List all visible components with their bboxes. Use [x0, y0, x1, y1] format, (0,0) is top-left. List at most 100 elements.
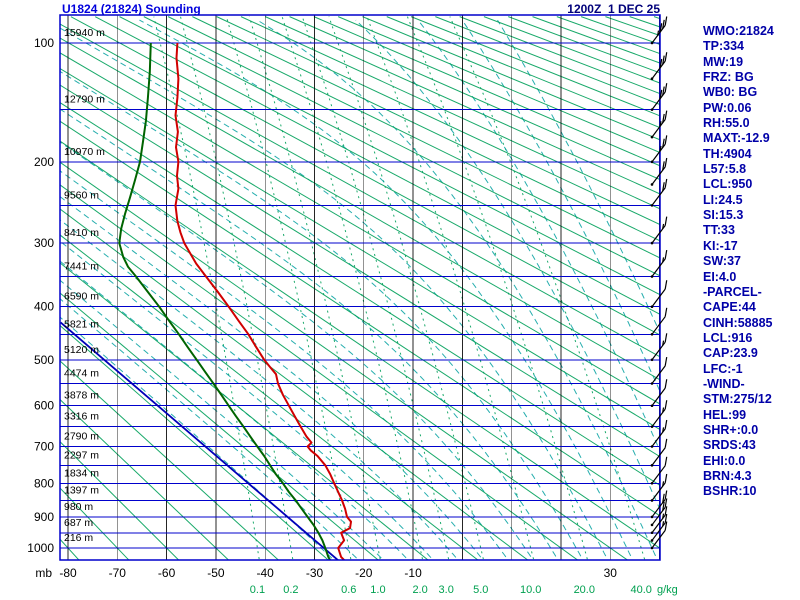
pressure-tick-label: 100 — [34, 36, 54, 50]
panel-line: SW:37 — [703, 254, 741, 269]
plot-area — [60, 15, 660, 560]
height-label: 687 m — [64, 517, 93, 529]
mixing-ratio-tick-label: 20.0 — [574, 584, 595, 596]
pressure-tick-label: 900 — [34, 510, 54, 524]
pressure-tick-label: 1000 — [27, 541, 54, 555]
pressure-tick-label: 400 — [34, 300, 54, 314]
panel-line: STM:275/12 — [703, 392, 772, 407]
temp-tick-label: -50 — [207, 566, 225, 580]
height-label: 2790 m — [64, 431, 99, 443]
temp-tick-label: -60 — [158, 566, 176, 580]
wind-barb-icon — [650, 473, 668, 502]
pressure-tick-label: 500 — [34, 353, 54, 367]
mixing-ratio-lines — [153, 16, 646, 560]
panel-line: TH:4904 — [703, 146, 752, 161]
mixing-ratio-tick-label: 5.0 — [473, 584, 488, 596]
panel-line: EI:4.0 — [703, 269, 737, 284]
panel-line: WB0: BG — [703, 85, 758, 100]
panel-line: KI:-17 — [703, 238, 738, 253]
pressure-tick-label: 600 — [34, 399, 54, 413]
height-label: 2297 m — [64, 449, 99, 461]
panel-line: RH:55.0 — [703, 116, 750, 131]
pressure-tick-label: 800 — [34, 476, 54, 490]
sounding-title: U1824 (21824) Sounding — [62, 2, 201, 16]
wind-barb-icon — [650, 110, 668, 139]
panel-line: FRZ: BG — [703, 70, 754, 85]
panel-line: LI:24.5 — [703, 192, 743, 207]
plot-border — [59, 14, 661, 561]
panel-line: -WIND- — [703, 376, 745, 391]
sounding-datetime: 1200Z 1 DEC 25 — [567, 2, 660, 16]
temperature-curve — [174, 42, 352, 560]
height-label: 5120 m — [64, 344, 99, 356]
height-label: 9560 m — [64, 189, 99, 201]
temp-tick-label: -70 — [109, 566, 127, 580]
panel-line: CAPE:44 — [703, 300, 756, 315]
pressure-axis-labels: 100 200 300 400 500 600 700 800 900 1000 mb — [27, 36, 54, 580]
mixing-ratio-tick-label: 3.0 — [439, 584, 454, 596]
wind-barb-icon — [650, 135, 668, 164]
wind-barb-icon — [650, 356, 668, 385]
wind-barb-icon — [650, 157, 668, 186]
wind-barb-icon — [650, 521, 668, 550]
temp-tick-label: -10 — [404, 566, 422, 580]
panel-line: SI:15.3 — [703, 208, 744, 223]
panel-line: LCL:916 — [703, 330, 753, 345]
height-label: 7441 m — [64, 261, 99, 273]
temp-tick-label: 30 — [604, 566, 618, 580]
mixing-ratio-tick-label: 40.0 — [631, 584, 652, 596]
wind-barb-icon — [650, 16, 668, 45]
panel-line: LFC:-1 — [703, 361, 743, 376]
mixing-ratio-tick-label: 1.0 — [370, 584, 385, 596]
height-label: 216 m — [64, 532, 93, 544]
pressure-tick-label: 700 — [34, 440, 54, 454]
wind-barb-icon — [650, 456, 668, 485]
temp-tick-label: -80 — [59, 566, 77, 580]
isotherm-lines — [67, 15, 660, 560]
height-label: 6590 m — [64, 291, 99, 303]
height-label: 1834 m — [64, 467, 99, 479]
wind-barb-icon — [650, 513, 668, 542]
panel-line: HEL:99 — [703, 407, 747, 422]
dewpoint-curve — [118, 42, 332, 560]
height-labels: 15940 m 12790 m 10970 m 9560 m 8410 m 7441 m 6… — [64, 27, 105, 544]
parcel-trace-line — [60, 321, 340, 560]
panel-line: PW:0.06 — [703, 100, 752, 115]
mixing-ratio-tick-label: 0.1 — [250, 584, 265, 596]
height-label: 15940 m — [64, 27, 105, 39]
wind-barb-icon — [650, 438, 668, 467]
panel-line: TP:334 — [703, 39, 744, 54]
pressure-tick-label: 200 — [34, 155, 54, 169]
panel-line: MAXT:-12.9 — [703, 131, 770, 146]
wind-barb-icon — [650, 216, 668, 245]
height-label: 8410 m — [64, 227, 99, 239]
panel-line: BRN:4.3 — [703, 468, 752, 483]
wind-barb-icon — [650, 280, 668, 309]
mixing-ratio-tick-label: 2.0 — [412, 584, 427, 596]
panel-line: -PARCEL- — [703, 284, 762, 299]
wind-barb-icon — [650, 249, 668, 278]
profiles — [60, 42, 352, 560]
indices-panel: WMO:21824 TP:334 MW:19 FRZ: BG WB0: BG PW:0.0… — [703, 24, 774, 500]
panel-line: SRDS:43 — [703, 438, 756, 453]
panel-line: TT:33 — [703, 223, 735, 238]
wind-barb-icon — [650, 379, 668, 408]
wind-barb-icon — [650, 419, 668, 448]
wind-barb-icon — [650, 178, 668, 207]
temp-tick-label: -20 — [355, 566, 373, 580]
dry-adiabat-lines — [60, 16, 660, 560]
height-label: 1397 m — [64, 484, 99, 496]
height-label: 10970 m — [64, 146, 105, 158]
panel-line: SHR+:0.0 — [703, 422, 759, 437]
mixing-ratio-unit-label: g/kg — [657, 584, 678, 596]
mixing-ratio-labels: 0.1 0.2 0.6 1.0 2.0 3.0 5.0 10.0 20.0 40.0 g/kg — [250, 584, 678, 596]
height-label: 980 m — [64, 501, 93, 513]
wind-barb-icon — [650, 83, 668, 111]
panel-line: LCL:950 — [703, 177, 753, 192]
wind-barb-icon — [650, 307, 668, 336]
panel-line: WMO:21824 — [703, 24, 774, 38]
mixing-ratio-tick-label: 0.2 — [283, 584, 298, 596]
wind-barb-icon — [650, 506, 668, 535]
